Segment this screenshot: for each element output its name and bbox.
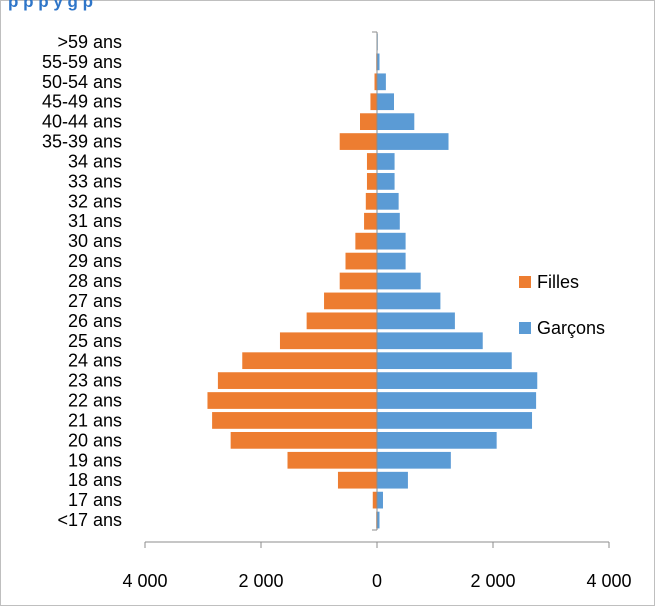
bar-filles — [354, 231, 378, 251]
x-tick-label: 2 000 — [470, 571, 515, 591]
bar-garcons — [376, 92, 395, 111]
y-tick-label: 45-49 ans — [42, 92, 122, 112]
bar-garcons — [376, 411, 533, 430]
y-tick-label: 17 ans — [68, 490, 122, 510]
legend-swatch — [519, 322, 531, 334]
bar-garcons — [376, 271, 422, 291]
bar-filles — [337, 471, 378, 490]
bar-garcons — [376, 311, 456, 331]
y-tick-label: 34 ans — [68, 151, 122, 171]
bar-filles — [344, 251, 378, 271]
y-tick-label: 35-39 ans — [42, 132, 122, 152]
y-tick-label: 29 ans — [68, 251, 122, 271]
bar-garcons — [376, 490, 384, 510]
y-tick-label: 31 ans — [68, 211, 122, 231]
x-tick-label: 4 000 — [586, 571, 631, 591]
y-tick-label: 40-44 ans — [42, 112, 122, 132]
x-tick-label: 4 000 — [122, 571, 167, 591]
bar-garcons — [376, 291, 442, 311]
y-tick-label: 25 ans — [68, 331, 122, 351]
bar-garcons — [376, 212, 401, 231]
y-tick-label: 50-54 ans — [42, 72, 122, 92]
bar-filles — [241, 351, 378, 370]
y-tick-label: 33 ans — [68, 171, 122, 191]
bar-filles — [359, 112, 378, 131]
bar-filles — [369, 92, 378, 111]
bar-filles — [366, 172, 378, 191]
bar-garcons — [376, 192, 400, 211]
legend-label: Garçons — [537, 318, 605, 338]
y-tick-label: 26 ans — [68, 311, 122, 331]
y-tick-label: 20 ans — [68, 430, 122, 450]
bar-filles — [364, 192, 378, 211]
bar-garcons — [376, 172, 396, 191]
y-tick-label: 22 ans — [68, 391, 122, 411]
bar-garcons — [376, 371, 539, 390]
bar-filles — [217, 371, 378, 390]
bar-garcons — [376, 391, 537, 410]
bar-garcons — [376, 112, 416, 131]
bar-filles — [286, 451, 378, 470]
bar-filles — [338, 132, 378, 151]
y-tick-label: 55-59 ans — [42, 52, 122, 72]
y-tick-label: 32 ans — [68, 191, 122, 211]
y-tick-label: 19 ans — [68, 450, 122, 470]
bar-garcons — [376, 251, 407, 271]
chart-title: p p p y g p — [8, 0, 93, 11]
bar-garcons — [376, 451, 452, 470]
bar-garcons — [376, 152, 396, 171]
bar-garcons — [376, 471, 409, 490]
bar-garcons — [376, 431, 498, 450]
bar-garcons — [376, 231, 407, 251]
y-tick-label: 30 ans — [68, 231, 122, 251]
y-tick-label: 27 ans — [68, 291, 122, 311]
y-tick-label: 24 ans — [68, 351, 122, 371]
bar-filles — [363, 212, 378, 231]
y-tick-label: 23 ans — [68, 371, 122, 391]
bar-filles — [366, 152, 378, 171]
legend-label: Filles — [537, 272, 579, 292]
bar-filles — [229, 431, 378, 450]
y-tick-label: 18 ans — [68, 470, 122, 490]
y-tick-label: >59 ans — [57, 32, 122, 52]
bar-garcons — [376, 72, 387, 91]
y-tick-label: 28 ans — [68, 271, 122, 291]
bar-filles — [279, 331, 378, 350]
y-tick-label: <17 ans — [57, 510, 122, 530]
bar-filles — [211, 411, 378, 430]
x-tick-label: 0 — [372, 571, 382, 591]
legend-swatch — [519, 276, 531, 288]
bar-filles — [371, 490, 378, 510]
bar-garcons — [376, 351, 513, 370]
bar-filles — [338, 271, 378, 291]
bar-filles — [206, 391, 378, 410]
bar-filles — [305, 311, 378, 331]
y-tick-label: 21 ans — [68, 410, 122, 430]
bar-filles — [323, 291, 378, 311]
x-tick-label: 2 000 — [238, 571, 283, 591]
bar-garcons — [376, 331, 484, 350]
bar-garcons — [376, 132, 450, 151]
